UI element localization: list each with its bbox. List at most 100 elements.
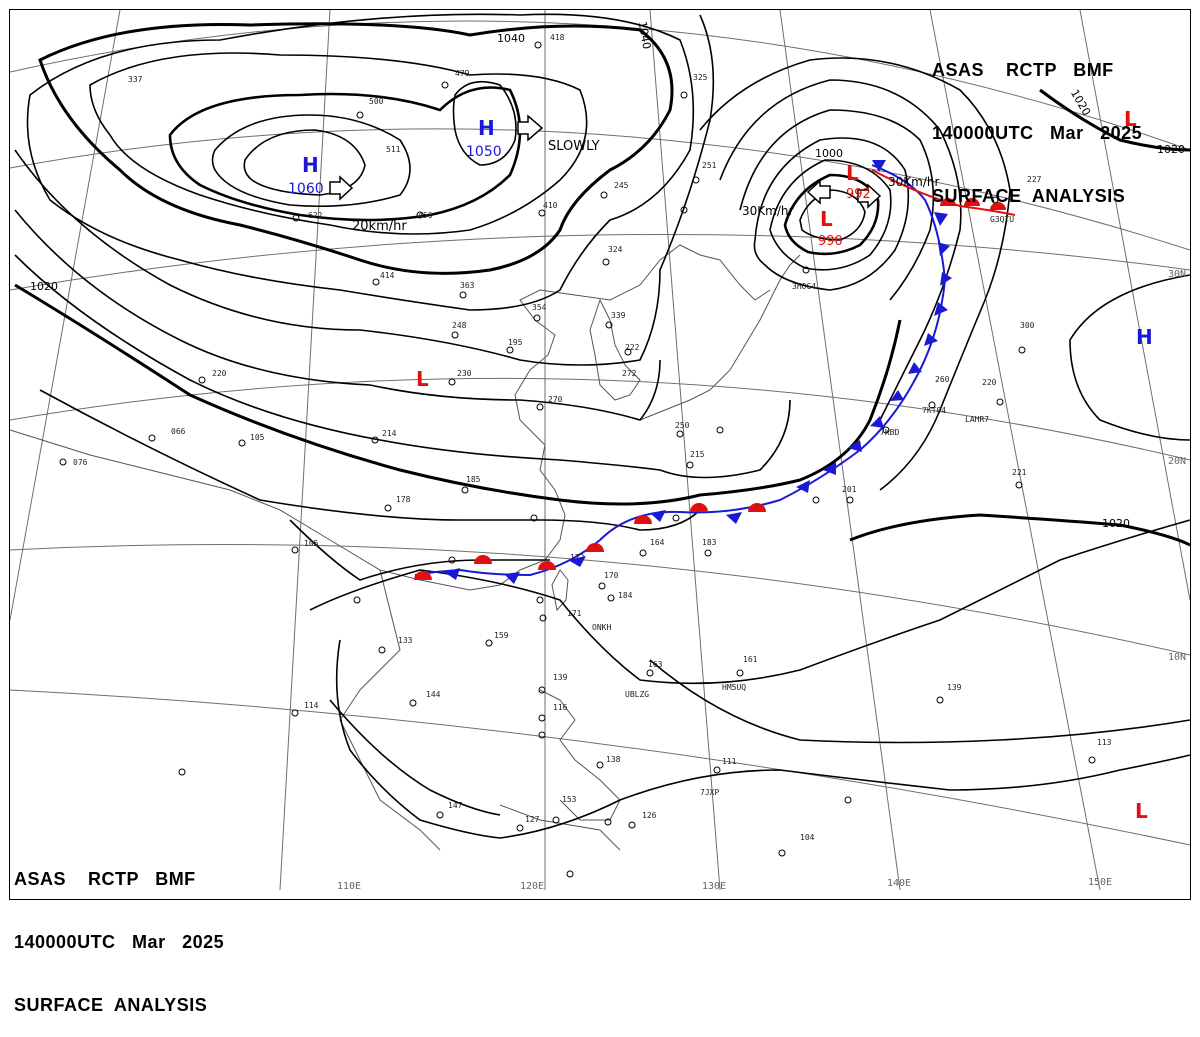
header-bottom-line3: SURFACE ANALYSIS — [14, 995, 208, 1015]
isobar-1056 — [243, 129, 366, 196]
svg-text:111: 111 — [722, 757, 737, 766]
svg-text:270: 270 — [548, 395, 563, 404]
header-bottom: ASAS RCTP BMF 140000UTC Mar 2025 SURFACE… — [14, 827, 224, 1037]
lon-line-160e — [1079, 9, 1191, 601]
lon-line-110e — [279, 9, 331, 891]
svg-text:1020: 1020 — [30, 280, 58, 293]
high-center-1050: H 1050 SLOWLY — [466, 116, 600, 160]
svg-text:161: 161 — [743, 655, 758, 664]
coast-korea — [589, 298, 641, 401]
svg-text:183: 183 — [702, 538, 717, 547]
isobar-1012-south — [289, 519, 550, 581]
station-labels: 418 479 500 337 511 622 456 410 325 251 … — [73, 33, 1112, 842]
warm-front-line — [871, 169, 1016, 216]
svg-text:990: 990 — [818, 234, 843, 249]
coordinate-labels: 110E 120E 130E 140E 150E 30N 20N 10N — [337, 269, 1186, 892]
isobar-1036 — [26, 13, 695, 311]
header-top: ASAS RCTP BMF 140000UTC Mar 2025 SURFACE… — [932, 18, 1142, 228]
svg-text:ONKH: ONKH — [592, 623, 611, 632]
isobar-1020-east — [849, 513, 1191, 547]
high-center-east: H — [1136, 325, 1153, 349]
header-bottom-line2: 140000UTC Mar 2025 — [14, 932, 225, 952]
high-center-1060: H 1060 20km/hr — [288, 153, 407, 234]
svg-text:195: 195 — [508, 338, 523, 347]
lat-line-10n — [9, 544, 1191, 656]
svg-text:260: 260 — [935, 375, 950, 384]
svg-text:511: 511 — [386, 145, 401, 154]
svg-text:992: 992 — [846, 187, 871, 202]
svg-text:178: 178 — [396, 495, 411, 504]
svg-text:150E: 150E — [1088, 877, 1112, 888]
isobar-1024 — [14, 254, 791, 479]
svg-text:1050: 1050 — [466, 144, 502, 160]
lon-line-140e — [779, 9, 901, 891]
svg-text:20km/hr: 20km/hr — [352, 219, 407, 234]
arrow-1060 — [329, 175, 354, 201]
svg-text:138: 138 — [606, 755, 621, 764]
svg-text:G3QTU: G3QTU — [990, 215, 1014, 224]
svg-text:3HOG4: 3HOG4 — [792, 282, 816, 291]
isobar-1024-e-high — [1069, 274, 1191, 441]
isobar-low-1000 — [783, 173, 880, 256]
svg-text:622: 622 — [308, 211, 323, 220]
svg-text:153: 153 — [562, 795, 577, 804]
isobar-1028 — [14, 209, 661, 421]
lat-line-0 — [9, 689, 1191, 846]
low-center-990: L 990 30Km/hr — [742, 204, 843, 249]
svg-text:159: 159 — [494, 631, 509, 640]
isobar-1044 — [89, 52, 588, 235]
low-center-south-china: L — [416, 367, 429, 391]
coast-indochina — [339, 569, 441, 851]
svg-text:104: 104 — [800, 833, 815, 842]
svg-text:1040: 1040 — [497, 32, 525, 45]
arrow-low-b — [857, 183, 882, 209]
header-bottom-line1: ASAS RCTP BMF — [14, 869, 196, 889]
coast-japan — [639, 254, 801, 421]
svg-text:220: 220 — [212, 369, 227, 378]
svg-text:479: 479 — [455, 69, 470, 78]
lon-line-150e — [929, 9, 1101, 891]
isobar-low-1016 — [719, 79, 962, 421]
motion-arrows — [329, 114, 882, 209]
isobar-1010 — [329, 699, 501, 816]
isobar-1032 — [14, 14, 715, 366]
svg-text:144: 144 — [426, 690, 441, 699]
isobar-low-1012 — [739, 109, 935, 301]
isobar-1048 — [168, 86, 522, 222]
svg-text:414: 414 — [380, 271, 395, 280]
isobar-low-1004 — [769, 159, 892, 271]
isobar-1020-main — [14, 283, 902, 506]
svg-text:300: 300 — [1020, 321, 1035, 330]
svg-text:456: 456 — [418, 211, 433, 220]
svg-text:130E: 130E — [702, 881, 726, 892]
pressure-centers: H 1060 20km/hr H 1050 SLOWLY L 990 30Km/… — [288, 107, 1153, 823]
coast-taiwan — [551, 569, 569, 612]
header-top-line3: SURFACE ANALYSIS — [932, 186, 1126, 206]
svg-text:227: 227 — [1027, 175, 1042, 184]
svg-text:363: 363 — [460, 281, 475, 290]
svg-text:1020: 1020 — [1102, 517, 1130, 530]
svg-text:171: 171 — [567, 609, 582, 618]
svg-text:354: 354 — [532, 303, 547, 312]
svg-text:SLOWLY: SLOWLY — [548, 139, 600, 154]
svg-text:230: 230 — [457, 369, 472, 378]
svg-text:105: 105 — [250, 433, 265, 442]
header-top-line2: 140000UTC Mar 2025 — [932, 123, 1143, 143]
svg-text:215: 215 — [690, 450, 705, 459]
svg-text:116: 116 — [553, 703, 568, 712]
svg-text:105: 105 — [304, 539, 319, 548]
isobar-1040-north — [38, 22, 674, 275]
cold-front — [414, 160, 1016, 584]
svg-text:114: 114 — [304, 701, 319, 710]
svg-text:L: L — [846, 161, 859, 185]
svg-text:30Km/hr: 30Km/hr — [888, 175, 939, 189]
svg-text:1000: 1000 — [815, 147, 843, 160]
isobar-1020-ne — [1039, 88, 1191, 152]
isobar-1012-east — [649, 659, 1191, 744]
svg-text:324: 324 — [608, 245, 623, 254]
svg-text:113: 113 — [1097, 738, 1112, 747]
svg-text:L: L — [820, 207, 833, 231]
svg-text:140E: 140E — [887, 878, 911, 889]
svg-text:185: 185 — [466, 475, 481, 484]
svg-text:214: 214 — [382, 429, 397, 438]
